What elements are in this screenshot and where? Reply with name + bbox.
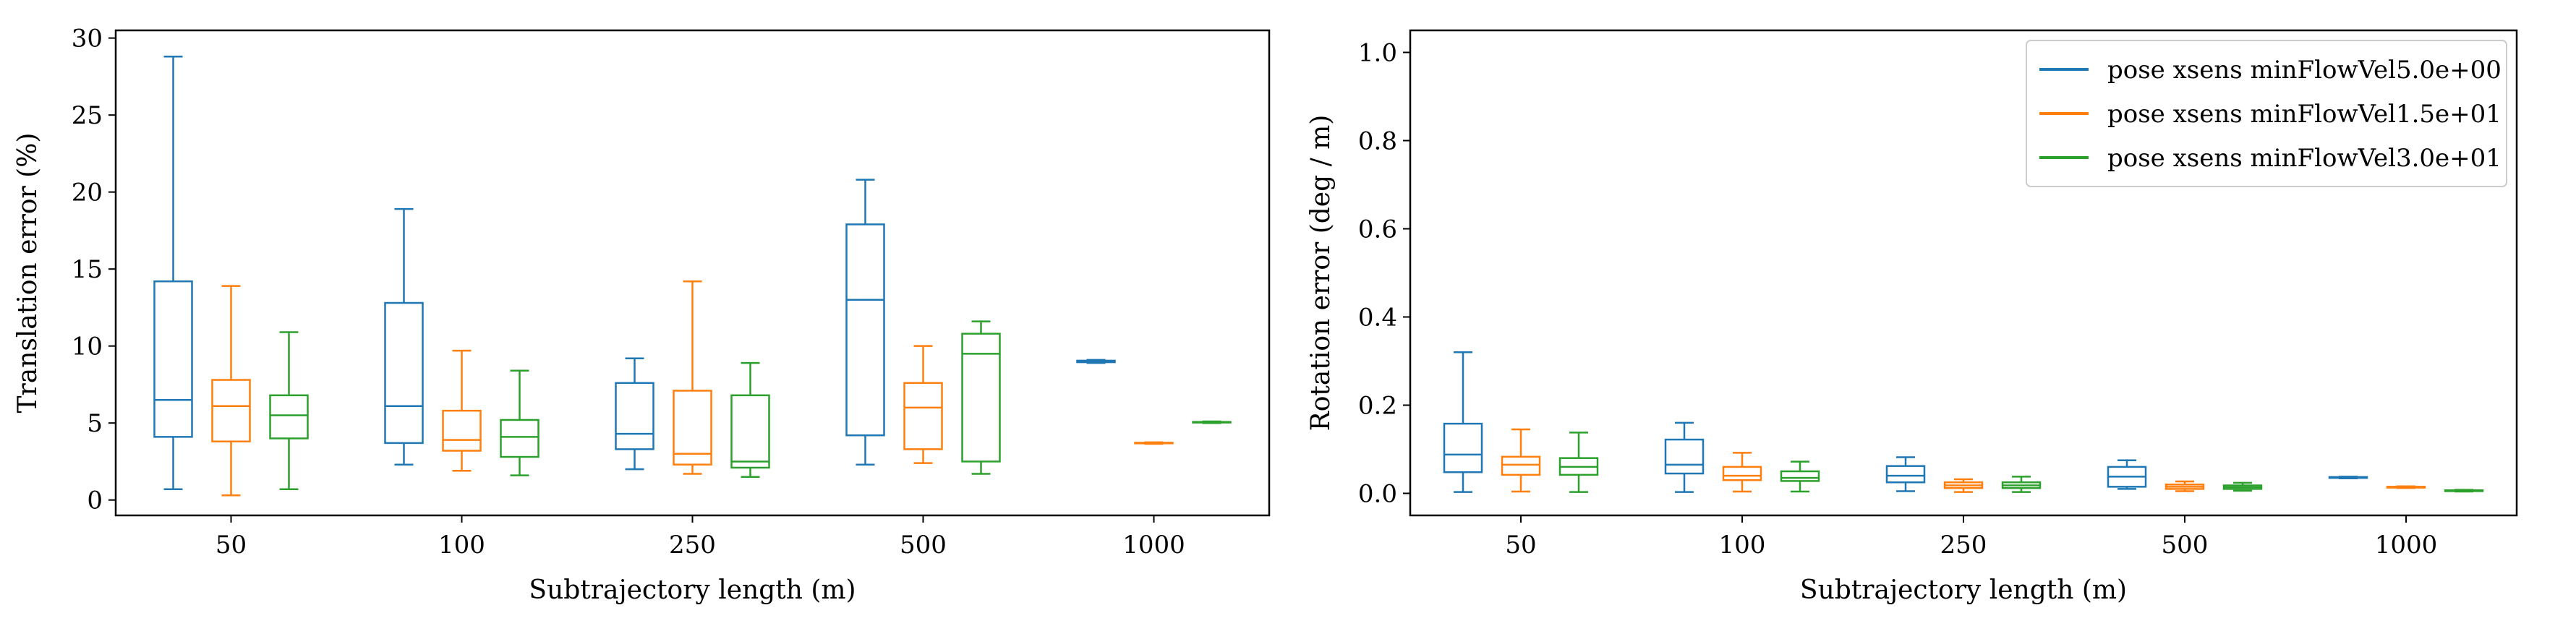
- iqr-box: [1780, 470, 1820, 482]
- rotation-error-chart: 0.0 0.2 0.4 0.6 0.8 1.0 50 100 250 500 1000 Subtra…: [1306, 29, 2518, 605]
- x-tick-label: 50: [216, 531, 247, 559]
- box-500: [845, 179, 885, 466]
- y-tick-label: 25: [72, 101, 103, 130]
- y-tick-label: 30: [72, 25, 103, 53]
- iqr-box: [500, 419, 539, 458]
- x-tick-label: 1000: [1122, 531, 1185, 559]
- box-series-group: [1443, 351, 2484, 493]
- box-500: [2107, 459, 2147, 490]
- box-1000: [2444, 489, 2484, 493]
- legend-label: pose xsens minFlowVel3.0e+01: [2107, 144, 2502, 173]
- iqr-box: [903, 382, 943, 450]
- y-tick-label: 0: [87, 486, 103, 515]
- box-250: [615, 357, 654, 471]
- box-1000: [2328, 476, 2368, 480]
- box-250: [1943, 478, 1984, 493]
- box-500: [2165, 480, 2205, 492]
- iqr-box: [211, 379, 251, 443]
- box-50: [269, 331, 309, 491]
- box-1000: [1134, 441, 1174, 445]
- box-50: [1501, 428, 1541, 493]
- y-tick-label: 0.8: [1358, 127, 1397, 156]
- y-tick-label: 10: [72, 333, 103, 361]
- box-500: [961, 320, 1001, 475]
- box-100: [1664, 421, 1705, 493]
- iqr-box: [730, 394, 770, 469]
- box-1000: [2386, 485, 2426, 489]
- iqr-box: [1443, 422, 1483, 473]
- box-1000: [1076, 359, 1116, 364]
- y-tick-label: 1.0: [1358, 39, 1397, 68]
- y-axis-label: Translation error (%): [13, 133, 43, 413]
- iqr-box: [1664, 438, 1705, 475]
- y-tick-label: 0.4: [1358, 304, 1397, 333]
- box-100: [500, 369, 539, 476]
- box-250: [673, 280, 712, 475]
- box-100: [442, 349, 482, 472]
- iqr-box: [961, 333, 1001, 463]
- translation-error-chart: 0 5 10 15 20 25 30 50 100 250 500 1000 Subtrajector…: [13, 25, 1271, 605]
- x-tick-label: 100: [1719, 531, 1766, 559]
- box-50: [153, 55, 193, 491]
- box-100: [1780, 460, 1820, 493]
- box-100: [1722, 452, 1762, 493]
- box-1000: [1192, 420, 1232, 424]
- box-series-group: [153, 55, 1232, 497]
- box-500: [903, 345, 943, 464]
- iqr-box: [1501, 455, 1541, 476]
- box-500: [2222, 481, 2263, 492]
- y-tick-label: 5: [87, 409, 103, 438]
- iqr-box: [153, 280, 193, 438]
- iqr-box: [1722, 466, 1762, 481]
- x-axis-label: Subtrajectory length (m): [1800, 575, 2127, 605]
- y-tick-label: 0.6: [1358, 215, 1397, 244]
- box-100: [384, 207, 424, 466]
- box-50: [211, 285, 251, 497]
- iqr-box: [442, 409, 482, 452]
- iqr-box: [615, 382, 654, 450]
- box-50: [1558, 432, 1599, 493]
- box-250: [730, 361, 770, 478]
- x-tick-label: 500: [2162, 531, 2209, 559]
- x-tick-label: 250: [1940, 531, 1987, 559]
- y-tick-label: 0.0: [1358, 480, 1397, 509]
- iqr-box: [384, 301, 424, 445]
- y-tick-label: 15: [72, 255, 103, 284]
- legend-label: pose xsens minFlowVel1.5e+01: [2107, 100, 2502, 129]
- axis-ticks: 0 5 10 15 20 25 30 50 100 250 500 1000: [72, 25, 1185, 559]
- box-250: [2001, 476, 2042, 493]
- x-tick-label: 50: [1505, 531, 1536, 559]
- iqr-box: [673, 390, 712, 466]
- y-tick-label: 0.2: [1358, 392, 1397, 421]
- axis-ticks: 0.0 0.2 0.4 0.6 0.8 1.0 50 100 250 500 1000: [1358, 39, 2437, 560]
- box-50: [1443, 351, 1483, 493]
- x-tick-label: 250: [669, 531, 716, 559]
- legend-label: pose xsens minFlowVel5.0e+00: [2107, 56, 2502, 85]
- box-250: [1885, 456, 1926, 492]
- iqr-box: [269, 394, 309, 440]
- x-tick-label: 100: [438, 531, 485, 559]
- legend: pose xsens minFlowVel5.0e+00 pose xsens m…: [2026, 40, 2507, 187]
- x-tick-label: 500: [900, 531, 947, 559]
- y-axis-label: Rotation error (deg / m): [1306, 115, 1336, 432]
- y-tick-label: 20: [72, 179, 103, 207]
- iqr-box: [845, 223, 885, 437]
- iqr-box: [1885, 465, 1926, 484]
- legend-items: pose xsens minFlowVel5.0e+00 pose xsens m…: [2039, 56, 2502, 173]
- x-axis-label: Subtrajectory length (m): [529, 575, 856, 605]
- x-tick-label: 1000: [2375, 531, 2438, 559]
- legend-frame: [2026, 40, 2507, 187]
